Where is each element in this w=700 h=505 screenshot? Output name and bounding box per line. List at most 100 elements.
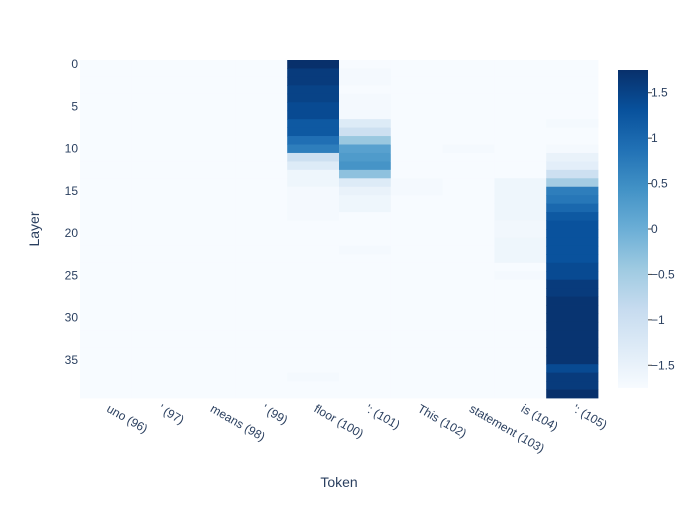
heatmap-cell: [235, 338, 288, 348]
heatmap-cell: [390, 321, 443, 331]
heatmap-cell: [494, 76, 547, 86]
heatmap-cell: [494, 119, 547, 128]
heatmap-cell: [442, 68, 495, 78]
heatmap-cell: [131, 212, 184, 221]
heatmap-cell: [339, 60, 392, 69]
heatmap-cell: [339, 76, 392, 86]
heatmap-cell: [131, 381, 184, 390]
heatmap-cell: [80, 254, 133, 264]
heatmap-cell: [339, 110, 392, 120]
heatmap-cell: [442, 389, 495, 399]
colorbar-tick-label: 1.5: [651, 86, 668, 100]
heatmap-cell: [183, 288, 236, 297]
y-axis-ticks: 0 5 10 15 20 25 30 35: [65, 57, 79, 367]
heatmap-cell: [131, 279, 184, 289]
heatmap-cell: [183, 372, 236, 382]
heatmap-cell: [287, 93, 340, 103]
heatmap-cell: [390, 220, 443, 230]
heatmap-cell: [546, 85, 599, 95]
heatmap-cell: [235, 364, 288, 374]
heatmap-cell: [80, 60, 133, 69]
heatmap-cell: [80, 279, 133, 289]
heatmap-cell: [494, 161, 547, 171]
heatmap-cell: [390, 347, 443, 357]
colorbar-tick-label: −1: [651, 313, 665, 327]
heatmap-cell: [546, 254, 599, 264]
heatmap-cell: [546, 330, 599, 340]
heatmap-cell: [390, 288, 443, 297]
x-tick-label: This (102): [415, 401, 469, 440]
heatmap-cell: [80, 93, 133, 103]
heatmap-cell: [131, 254, 184, 264]
heatmap-cell: [339, 381, 392, 390]
heatmap-cell: [442, 321, 495, 331]
heatmap-cell: [442, 237, 495, 247]
heatmap-cell: [80, 271, 133, 281]
heatmap-cell: [494, 338, 547, 348]
heatmap-cell: [390, 296, 443, 306]
heatmap-cell: [131, 313, 184, 323]
heatmap-cell: [442, 136, 495, 145]
heatmap-cell: [339, 271, 392, 281]
x-tick-label: means (98): [208, 401, 268, 443]
heatmap-cell: [80, 127, 133, 137]
y-tick-label: 10: [65, 142, 79, 156]
heatmap-cell: [390, 245, 443, 255]
heatmap-cell: [235, 178, 288, 188]
heatmap-cell: [546, 102, 599, 112]
heatmap-cell: [287, 102, 340, 112]
heatmap-cell: [442, 119, 495, 128]
heatmap-cell: [546, 161, 599, 171]
heatmap-cell: [339, 305, 392, 314]
heatmap-cell: [131, 237, 184, 247]
heatmap-cell: [390, 262, 443, 272]
heatmap-cell: [339, 296, 392, 306]
heatmap-cell: [131, 321, 184, 331]
heatmap-cell: [442, 254, 495, 264]
heatmap-cell: [442, 372, 495, 382]
colorbar-tick-label: −1.5: [651, 358, 675, 372]
heatmap-cell: [339, 102, 392, 112]
heatmap-cell: [287, 389, 340, 399]
heatmap-cell: [131, 76, 184, 86]
heatmap-cell: [546, 119, 599, 128]
heatmap-cell: [287, 152, 340, 162]
heatmap-cell: [183, 254, 236, 264]
heatmap-cell: [131, 169, 184, 179]
heatmap-cell: [442, 76, 495, 86]
heatmap-cell: [494, 195, 547, 205]
heatmap-cell: [287, 68, 340, 78]
heatmap-cell: [494, 330, 547, 340]
heatmap-cell: [131, 60, 184, 69]
heatmap-cell: [80, 76, 133, 86]
heatmap-cell: [131, 229, 184, 238]
heatmap-cell: [183, 355, 236, 365]
heatmap-cell: [80, 321, 133, 331]
heatmap-cell: [546, 305, 599, 314]
heatmap-cell: [339, 245, 392, 255]
heatmap-cell: [287, 229, 340, 238]
heatmap-cell: [80, 237, 133, 247]
heatmap-cell: [494, 372, 547, 382]
heatmap-cell: [546, 136, 599, 145]
heatmap-cell: [235, 144, 288, 154]
heatmap-cell: [183, 152, 236, 162]
heatmap-cell: [183, 76, 236, 86]
heatmap-cell: [494, 347, 547, 357]
heatmap-cell: [80, 169, 133, 179]
heatmap-cell: [390, 372, 443, 382]
x-tick-label: uno (96): [104, 401, 150, 435]
heatmap-cell: [546, 288, 599, 297]
heatmap-cell: [546, 347, 599, 357]
heatmap-cell: [131, 338, 184, 348]
heatmap-cell: [80, 110, 133, 120]
heatmap-cell: [494, 220, 547, 230]
heatmap-cell: [235, 254, 288, 264]
heatmap-cell: [235, 93, 288, 103]
heatmap-cell: [390, 161, 443, 171]
heatmap-cell: [442, 203, 495, 213]
heatmap-cell: [287, 305, 340, 314]
heatmap-cell: [339, 203, 392, 213]
heatmap-cell: [80, 296, 133, 306]
